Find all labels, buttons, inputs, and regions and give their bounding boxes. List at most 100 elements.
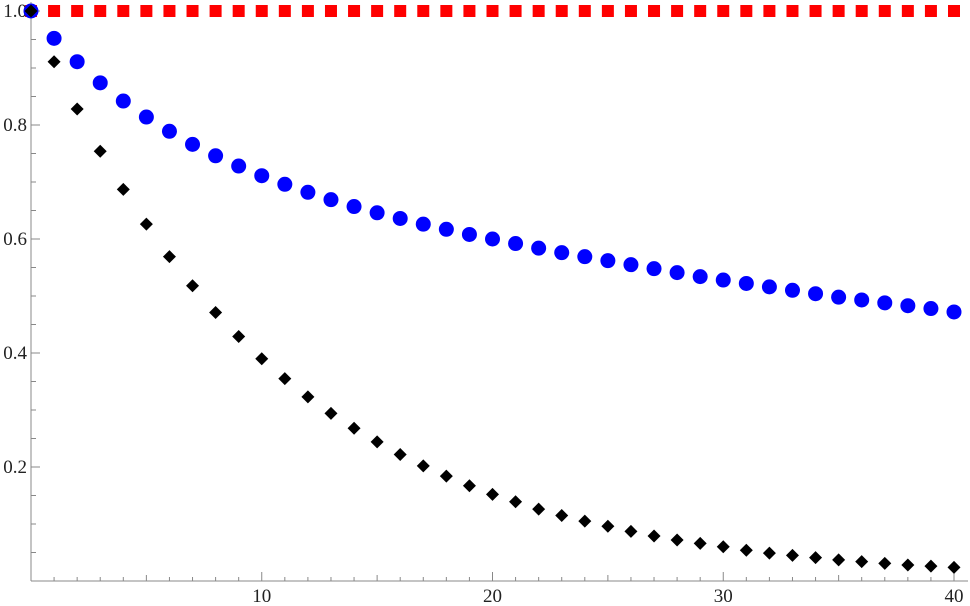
diamond-marker [462, 479, 476, 493]
diamond-marker [693, 536, 707, 550]
diamond-marker [70, 102, 84, 116]
circle-marker [254, 168, 270, 184]
circle-marker [669, 265, 685, 281]
series-circle [23, 3, 962, 320]
circle-marker [784, 282, 800, 298]
square-marker [186, 5, 199, 17]
circle-marker [554, 245, 570, 261]
diamond-marker [924, 559, 938, 573]
diamond-marker [785, 548, 799, 562]
y-tick-label: 0.4 [3, 343, 27, 364]
diamond-marker [439, 469, 453, 483]
diamond-marker [578, 514, 592, 528]
square-marker [509, 5, 522, 17]
circle-marker [369, 205, 385, 221]
circle-marker [485, 231, 500, 247]
series-square [25, 5, 960, 17]
square-marker [463, 5, 476, 17]
circle-marker [161, 123, 177, 139]
square-marker [209, 5, 222, 17]
square-marker [163, 5, 176, 17]
circle-marker [461, 226, 477, 242]
square-marker [348, 5, 361, 17]
square-marker [901, 5, 914, 17]
diamond-marker [647, 529, 661, 543]
circle-marker [577, 249, 593, 265]
square-marker [440, 5, 453, 17]
square-marker [671, 5, 684, 17]
x-tick-label: 30 [714, 586, 733, 606]
circle-marker [715, 272, 731, 288]
square-marker [624, 5, 637, 17]
circle-marker [531, 240, 547, 256]
square-marker [232, 5, 245, 17]
y-tick-label: 1.0 [3, 1, 27, 22]
circle-marker [323, 192, 339, 208]
circle-marker [623, 257, 639, 273]
diamond-marker [232, 329, 246, 343]
circle-marker [900, 298, 916, 314]
square-marker [555, 5, 568, 17]
circle-marker [138, 109, 154, 125]
circle-marker [277, 176, 293, 192]
square-marker [394, 5, 407, 17]
circle-marker [831, 289, 847, 305]
circle-marker [600, 253, 616, 269]
y-tick-label: 0.6 [3, 229, 27, 250]
circle-marker [692, 269, 708, 285]
circle-marker [69, 54, 85, 70]
square-marker [924, 5, 937, 17]
square-marker [578, 5, 591, 17]
series-diamond [24, 4, 961, 574]
circle-marker [738, 275, 754, 291]
circle-marker [115, 93, 131, 109]
square-marker [740, 5, 753, 17]
y-tick-label: 0.8 [3, 115, 27, 136]
square-marker [786, 5, 799, 17]
diamond-marker [555, 508, 569, 522]
circle-marker [508, 236, 524, 252]
diamond-marker [878, 556, 892, 570]
circle-marker [808, 286, 824, 302]
square-marker [532, 5, 545, 17]
diamond-marker [370, 435, 384, 449]
diamond-marker [116, 182, 130, 196]
diamond-marker [624, 524, 638, 538]
diamond-marker [47, 55, 61, 69]
diamond-marker [209, 306, 223, 320]
square-marker [648, 5, 661, 17]
square-marker [855, 5, 868, 17]
diamond-marker [762, 546, 776, 560]
square-marker [717, 5, 730, 17]
diamond-marker [855, 555, 869, 569]
square-marker [371, 5, 384, 17]
square-marker [601, 5, 614, 17]
circle-marker [92, 75, 108, 91]
diamond-marker [670, 533, 684, 547]
diamond-marker [809, 551, 823, 565]
diamond-marker [947, 560, 961, 574]
diamond-marker [324, 406, 338, 420]
square-marker [255, 5, 268, 17]
circle-marker [300, 184, 316, 200]
diamond-marker [532, 502, 546, 516]
square-marker [417, 5, 430, 17]
square-marker [809, 5, 822, 17]
square-marker [117, 5, 130, 17]
circle-marker [923, 301, 939, 317]
diamond-marker [486, 487, 499, 501]
diamond-marker [93, 144, 107, 158]
x-tick-label: 40 [945, 586, 964, 606]
diamond-marker [24, 4, 38, 18]
diamond-marker [416, 459, 430, 473]
square-marker [694, 5, 707, 17]
diamond-marker [301, 390, 315, 404]
diamond-marker [347, 421, 361, 435]
data-marks [23, 3, 962, 574]
diamond-marker [278, 372, 292, 386]
circle-marker [346, 199, 362, 215]
diamond-marker [832, 553, 846, 567]
square-marker [71, 5, 84, 17]
square-marker [948, 5, 960, 17]
